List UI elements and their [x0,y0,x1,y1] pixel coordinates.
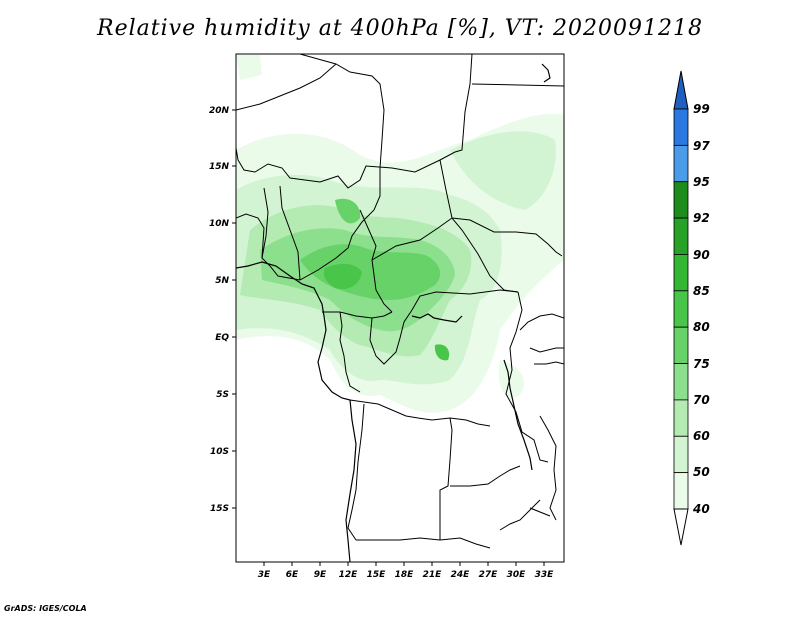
lat-label: 15N [209,162,230,172]
lon-label: 6E [286,570,299,580]
colorbar-label: 50 [693,465,710,479]
lon-label: 12E [339,570,359,580]
lat-label: 5S [216,390,229,400]
lat-label: 10S [210,447,229,457]
lon-label: 27E [479,570,499,580]
colorbar-label: 85 [693,284,710,298]
colorbar-label: 97 [693,139,710,153]
colorbar-label: 90 [693,248,710,262]
colorbar-bottom-arrow [673,508,689,546]
country-boundaries [236,54,564,549]
lat-label: 10N [209,219,230,229]
longitude-labels: 3E 6E 9E 12E 15E 18E 21E 24E 27E 30E 33E [258,570,554,580]
lon-label: 33E [535,570,555,580]
lon-label: 21E [423,570,443,580]
lon-label: 9E [314,570,327,580]
colorbar-segment [673,290,689,328]
colorbar-label: 99 [693,102,710,116]
colorbar-segment [673,144,689,183]
credit-text: GrADS: IGES/COLA [4,604,87,613]
coastline [236,63,551,562]
colorbar-segment [673,363,689,401]
colorbar-label: 60 [693,429,710,443]
colorbar-segment [673,326,689,364]
colorbar-label: 70 [693,393,710,407]
colorbar-segment [673,181,689,219]
colorbar-labels: 99 97 95 92 90 85 80 75 70 60 50 40 [692,102,710,516]
colorbar-label: 92 [693,211,710,225]
lat-label: 20N [209,106,230,116]
lat-label: 15S [210,504,229,514]
colorbar-label: 75 [693,357,710,371]
plot-frame [235,53,565,563]
colorbar-label: 80 [693,320,710,334]
colorbar-segment [673,435,689,474]
lon-label: 24E [451,570,471,580]
lat-label: EQ [215,333,229,343]
colorbar-segment [673,108,689,146]
lon-label: 30E [507,570,527,580]
colorbar-segment [673,472,689,510]
lon-label: 3E [258,570,271,580]
colorbar: 99 97 95 92 90 85 80 75 70 60 50 40 [673,70,710,546]
colorbar-segment [673,254,689,292]
lon-label: 18E [395,570,415,580]
axis-ticks [232,109,545,566]
colorbar-segments [673,70,689,546]
latitude-labels: 20N 15N 10N 5N EQ 5S 10S 15S [209,106,230,514]
colorbar-segment [673,217,689,255]
lon-label: 15E [367,570,387,580]
colorbar-segment [673,399,689,437]
humidity-field [236,55,564,413]
colorbar-label: 95 [693,175,710,189]
colorbar-label: 40 [692,502,710,516]
lat-label: 5N [215,276,229,286]
map-title: Relative humidity at 400hPa [%], VT: 202… [97,16,703,41]
colorbar-top-arrow [673,70,689,110]
